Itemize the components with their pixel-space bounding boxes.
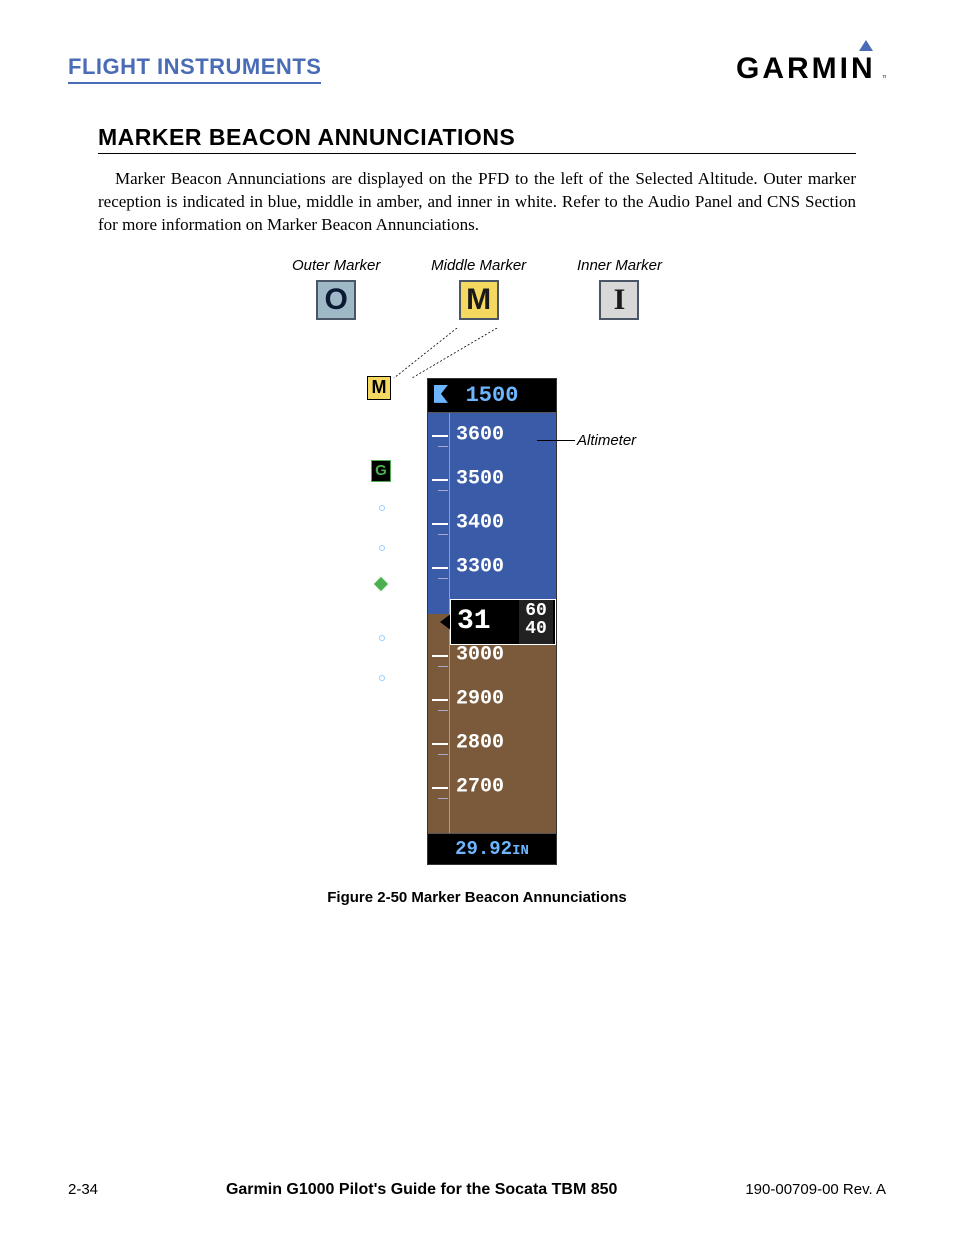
callout-lines-svg	[197, 328, 757, 378]
garmin-logo: GARMIN ™	[736, 40, 886, 84]
baro-value: 29.92	[455, 838, 512, 860]
svg-text:GARMIN: GARMIN	[736, 52, 876, 84]
middle-marker-col: Middle Marker M	[431, 257, 526, 320]
footer-docid: 190-00709-00 Rev. A	[745, 1181, 886, 1198]
tape-value: 3400	[456, 511, 504, 534]
altimeter-callout-line	[537, 440, 575, 441]
baro-unit: IN	[512, 843, 529, 859]
glideslope-g-badge: G	[371, 460, 391, 482]
current-altitude-box: 31 60 40	[450, 599, 556, 645]
tape-value: 2700	[456, 775, 504, 798]
gs-scale-dot-icon	[379, 545, 385, 551]
page-footer: 2-34 Garmin G1000 Pilot's Guide for the …	[68, 1181, 886, 1199]
page-header: FLIGHT INSTRUMENTS GARMIN ™	[68, 40, 886, 84]
glideslope-diamond-icon	[373, 575, 390, 592]
outer-marker-box: O	[316, 280, 356, 320]
outer-marker-col: Outer Marker O	[292, 257, 380, 320]
outer-marker-label: Outer Marker	[292, 257, 380, 274]
figure-caption: Figure 2-50 Marker Beacon Annunciations	[197, 889, 757, 906]
tape-value: 3600	[456, 423, 504, 446]
footer-page-number: 2-34	[68, 1181, 98, 1198]
tape-value: 3300	[456, 555, 504, 578]
svg-text:™: ™	[882, 75, 886, 82]
inner-marker-box: I	[599, 280, 639, 320]
section-title: FLIGHT INSTRUMENTS	[68, 54, 321, 84]
tape-value: 3000	[456, 643, 504, 666]
selected-altitude-box: 1500	[428, 379, 556, 413]
baro-setting-box: 29.92IN	[428, 833, 556, 864]
gs-scale-dot-icon	[379, 505, 385, 511]
footer-title: Garmin G1000 Pilot's Guide for the Socat…	[226, 1181, 617, 1199]
marker-m-badge: M	[367, 376, 391, 400]
figure-area: Outer Marker O Middle Marker M Inner Mar…	[197, 257, 757, 906]
tape-value: 3500	[456, 467, 504, 490]
altimeter-callout-label: Altimeter	[577, 432, 636, 449]
middle-marker-label: Middle Marker	[431, 257, 526, 274]
body-paragraph: Marker Beacon Annunciations are displaye…	[98, 168, 856, 237]
middle-marker-box: M	[459, 280, 499, 320]
altitude-bug-icon	[434, 385, 448, 403]
inner-marker-col: Inner Marker I	[577, 257, 662, 320]
altimeter-tape: 1500	[397, 378, 557, 865]
gs-scale-dot-icon	[379, 675, 385, 681]
heading-marker-beacon: MARKER BEACON ANNUNCIATIONS	[98, 124, 856, 154]
tape-body: 3600 3500 3400 3300 3000 2900 2800 2700 …	[428, 413, 556, 833]
marker-examples-row: Outer Marker O Middle Marker M Inner Mar…	[292, 257, 662, 320]
current-alt-major: 31	[457, 606, 491, 637]
selected-altitude-value: 1500	[466, 383, 519, 408]
tape-value: 2900	[456, 687, 504, 710]
inner-marker-label: Inner Marker	[577, 257, 662, 274]
current-alt-drum: 60 40	[519, 600, 553, 644]
tape-value: 2800	[456, 731, 504, 754]
gs-scale-dot-icon	[379, 635, 385, 641]
